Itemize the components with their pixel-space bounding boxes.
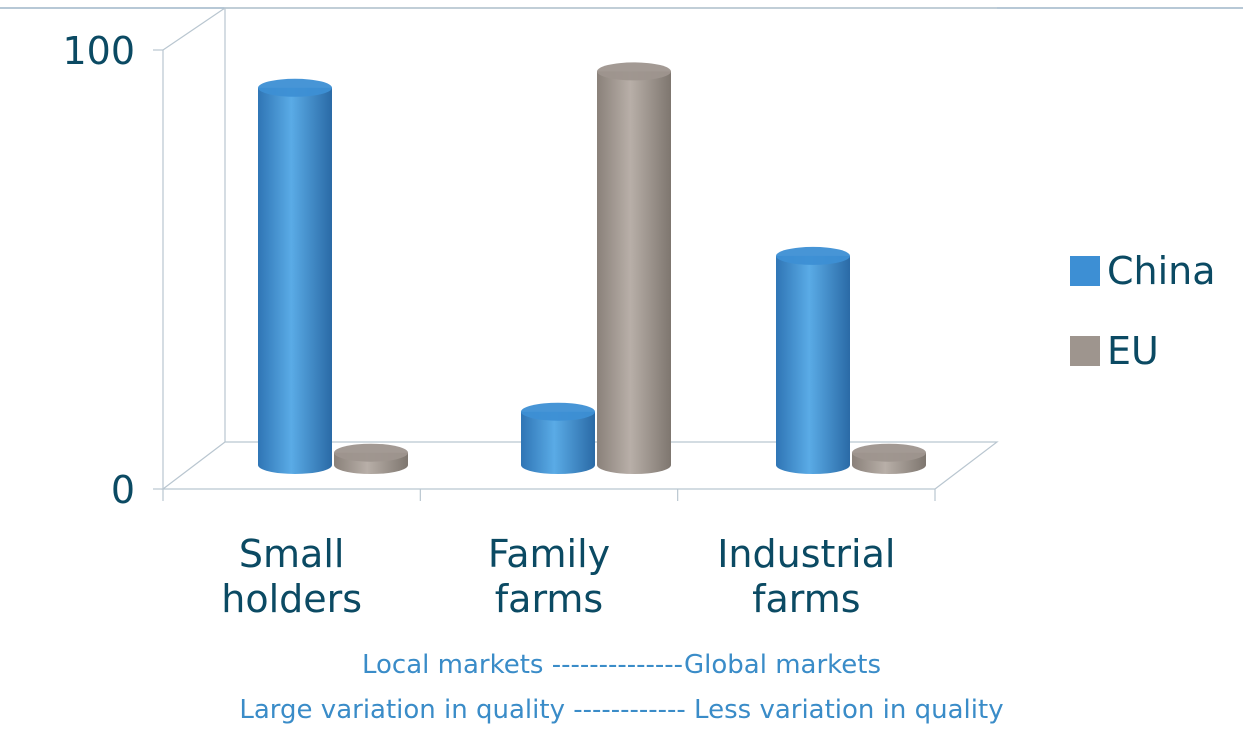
- bar-body: [776, 255, 850, 474]
- bar-top: [776, 246, 850, 265]
- bar-eu-1: [597, 62, 671, 475]
- bar-top: [852, 443, 926, 462]
- x-category-label: Small holders: [221, 532, 362, 621]
- x-category-label-line: farms: [752, 577, 860, 621]
- bars: [258, 62, 926, 475]
- x-category-label-line: holders: [221, 577, 362, 621]
- bar-body: [521, 411, 595, 474]
- legend-label-china: China: [1107, 249, 1216, 293]
- bar-top: [597, 62, 671, 81]
- bar-top: [521, 402, 595, 421]
- x-category-label-line: farms: [495, 577, 603, 621]
- side-wall-top: [162, 7, 226, 51]
- legend-swatch-china: [1070, 256, 1100, 286]
- y-tick-label: 0: [111, 468, 135, 512]
- bar-china-1: [521, 402, 595, 474]
- bar-top: [334, 443, 408, 462]
- legend-label-eu: EU: [1107, 329, 1159, 373]
- caption-markets: Local markets --------------Global marke…: [361, 650, 882, 680]
- caption-quality: Large variation in quality ------------ …: [239, 695, 1004, 725]
- legend: China EU: [1070, 249, 1216, 373]
- axes: [153, 7, 999, 501]
- x-category-label-line: Industrial: [717, 532, 895, 576]
- legend-swatch-eu: [1070, 336, 1100, 366]
- x-category-label-line: Small: [239, 532, 345, 576]
- bar-eu-2: [852, 443, 926, 474]
- x-category-label: Industrial farms: [717, 532, 895, 621]
- bar-top: [258, 78, 332, 97]
- x-category-label: Family farms: [488, 532, 610, 621]
- x-category-label-line: Family: [488, 532, 610, 576]
- bar-china-0: [258, 78, 332, 474]
- bar-eu-0: [334, 443, 408, 474]
- bar-china-2: [776, 246, 850, 474]
- y-tick-label: 100: [62, 29, 135, 73]
- bar-body: [258, 87, 332, 474]
- bar-body: [597, 71, 671, 475]
